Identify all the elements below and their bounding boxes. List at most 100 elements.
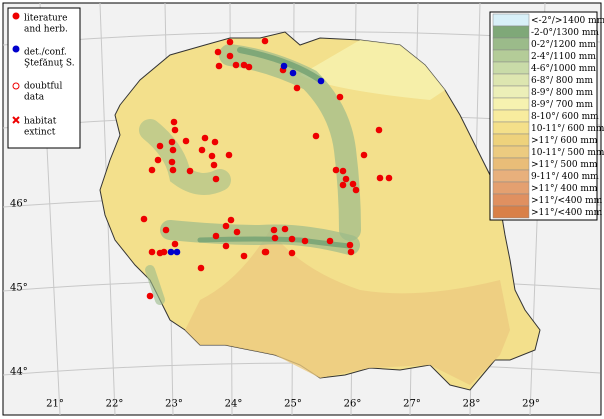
species-legend-label: literature — [24, 14, 67, 24]
climate-swatch — [492, 157, 530, 171]
climate-legend-label: >11°/<400 mm — [531, 196, 603, 206]
species-legend-label: and herb. — [24, 25, 68, 35]
occurrence-point — [261, 37, 269, 45]
climate-swatch — [492, 121, 530, 135]
climate-swatch — [492, 181, 530, 195]
occurrence-point — [346, 241, 354, 249]
climate-legend-label: 8-9°/ 800 mm — [531, 88, 593, 98]
occurrence-point — [227, 216, 235, 224]
climate-swatch — [492, 37, 530, 51]
climate-swatch — [492, 145, 530, 159]
occurrence-point — [198, 146, 206, 154]
longitude-label: 22° — [106, 399, 124, 410]
occurrence-point — [339, 167, 347, 175]
occurrence-point — [169, 146, 177, 154]
occurrence-point — [375, 126, 383, 134]
longitude-label: 24° — [225, 399, 243, 410]
occurrence-point — [360, 151, 368, 159]
climate-legend-label: >11°/ 400 mm — [531, 184, 598, 194]
occurrence-point — [211, 138, 219, 146]
occurrence-point — [212, 232, 220, 240]
legend-symbol — [12, 82, 20, 90]
climate-legend-label: 6-8°/ 800 mm — [531, 76, 593, 86]
occurrence-point — [208, 152, 216, 160]
occurrence-point — [197, 264, 205, 272]
species-legend-label: habitat — [24, 117, 57, 127]
climate-swatch — [492, 49, 530, 63]
legend-symbol — [12, 45, 20, 53]
occurrence-point — [214, 48, 222, 56]
climate-legend-label: 2-4°/1100 mm — [531, 52, 596, 62]
occurrence-point — [212, 175, 220, 183]
occurrence-point — [289, 69, 297, 77]
occurrence-point — [168, 138, 176, 146]
climate-legend-label: -2-0°/1300 mm — [531, 28, 599, 38]
climate-legend-label: >11°/<400 mm — [531, 208, 603, 218]
longitude-label: 23° — [165, 399, 183, 410]
occurrence-point — [281, 225, 289, 233]
climate-legend-label: 10-11°/ 500 mm — [531, 148, 604, 158]
occurrence-point — [349, 180, 357, 188]
climate-legend-label: 8-10°/ 600 mm — [531, 112, 599, 122]
climate-swatch — [492, 205, 530, 219]
occurrence-point — [140, 215, 148, 223]
occurrence-point — [385, 174, 393, 182]
species-legend-label: doubtful — [24, 82, 62, 92]
legend-symbol — [12, 116, 20, 124]
occurrence-point — [352, 186, 360, 194]
occurrence-point — [270, 226, 278, 234]
occurrence-point — [232, 61, 240, 69]
occurrence-point — [312, 132, 320, 140]
climate-swatch — [492, 73, 530, 87]
occurrence-point — [233, 228, 241, 236]
climate-swatch — [492, 61, 530, 75]
climate-legend-label: 4-6°/1000 mm — [531, 64, 596, 74]
species-legend-label: det./conf. — [24, 48, 67, 58]
climate-legend-label: 9-11°/ 400 mm — [531, 172, 599, 182]
occurrence-point — [148, 248, 156, 256]
occurrence-point — [148, 166, 156, 174]
occurrence-point — [317, 77, 325, 85]
occurrence-point — [160, 248, 168, 256]
climate-swatch — [492, 13, 530, 27]
occurrence-point — [342, 175, 350, 183]
occurrence-point — [226, 38, 234, 46]
occurrence-points — [140, 37, 393, 300]
longitude-label: 29° — [522, 399, 540, 410]
climate-legend-label: >11°/ 600 mm — [531, 136, 598, 146]
occurrence-point — [326, 237, 334, 245]
occurrence-point — [182, 137, 190, 145]
occurrence-point — [225, 151, 233, 159]
climate-swatch — [492, 85, 530, 99]
latitude-label: 45° — [10, 283, 28, 294]
occurrence-point — [288, 235, 296, 243]
longitude-label: 26° — [344, 399, 362, 410]
climate-swatch — [492, 169, 530, 183]
occurrence-point — [347, 248, 355, 256]
occurrence-point — [154, 156, 162, 164]
latitude-label: 44° — [10, 367, 28, 378]
occurrence-point — [169, 166, 177, 174]
occurrence-point — [240, 252, 248, 260]
occurrence-point — [301, 237, 309, 245]
species-legend-box — [7, 7, 81, 149]
mountains — [139, 44, 361, 305]
occurrence-point — [245, 63, 253, 71]
latitude-label: 46° — [10, 199, 28, 210]
occurrence-point — [215, 62, 223, 70]
legend-symbol — [12, 12, 20, 20]
occurrence-point — [201, 134, 209, 142]
climate-swatch — [492, 133, 530, 147]
occurrence-point — [173, 248, 181, 256]
occurrence-point — [332, 166, 340, 174]
occurrence-point — [261, 248, 269, 256]
species-legend-label: data — [24, 93, 45, 103]
occurrence-point — [222, 222, 230, 230]
occurrence-point — [339, 181, 347, 189]
climate-swatch — [492, 25, 530, 39]
climate-swatch — [492, 97, 530, 111]
occurrence-point — [168, 158, 176, 166]
climate-legend-label: 8-9°/ 700 mm — [531, 100, 593, 110]
occurrence-point — [171, 126, 179, 134]
